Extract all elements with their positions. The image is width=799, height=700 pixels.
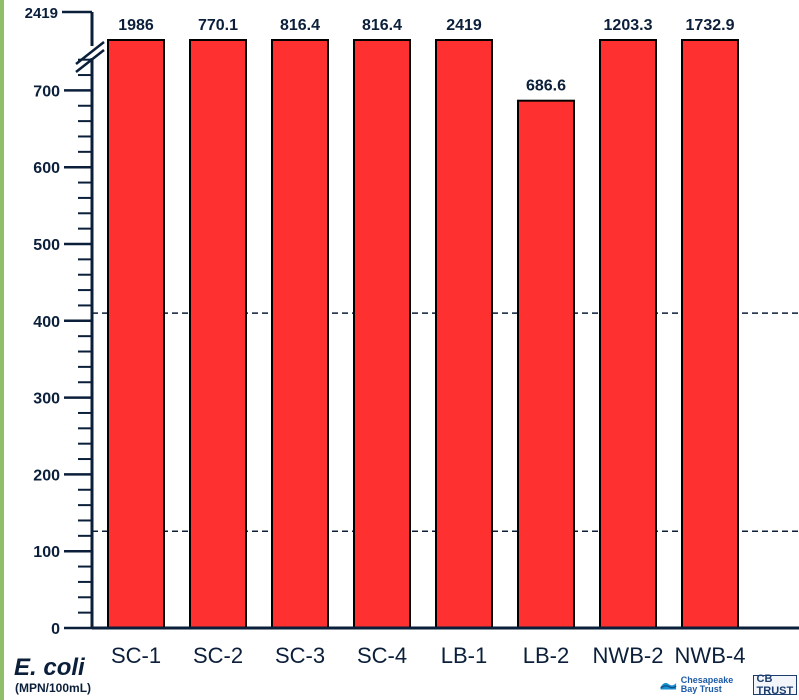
bar-LB-2 [517, 99, 575, 629]
x-tick-label-SC-1: SC-1 [111, 643, 161, 668]
bar-SC-4 [353, 39, 411, 629]
y-tick-label-600: 600 [33, 160, 60, 177]
y-axis-unit: (MPN/100mL) [15, 681, 92, 695]
y-tick-label-700: 700 [33, 83, 60, 100]
y-tick-label-500: 500 [33, 237, 60, 254]
x-tick-label-SC-3: SC-3 [275, 643, 325, 668]
y-tick-label-break: 2419 [25, 5, 58, 22]
x-tick-label-LB-1: LB-1 [441, 643, 487, 668]
y-tick-label-0: 0 [51, 621, 60, 638]
y-tick-label-400: 400 [33, 314, 60, 331]
bar-SC-3 [271, 39, 329, 629]
x-tick-label-SC-2: SC-2 [193, 643, 243, 668]
bars [107, 39, 739, 629]
data-labels: 1986 770.1 816.4 816.4 2419 686.6 1203.3 1732.9 [118, 17, 734, 95]
cb-trust-plate-logo: CB TRUST [752, 673, 798, 697]
x-axis-categories: SC-1 SC-2 SC-3 SC-4 LB-1 LB-2 NWB-2 NWB-4 [111, 643, 746, 668]
data-label-NWB-2: 1203.3 [604, 17, 653, 34]
left-border [0, 0, 4, 700]
y-tick-label-100: 100 [33, 544, 60, 561]
y-axis: 2419 0 100 200 300 400 500 600 700 [25, 5, 799, 638]
wave-icon [660, 682, 677, 690]
y-axis-title: E. coli [14, 654, 85, 681]
y-axis-label: E. coli (MPN/100mL) [14, 654, 92, 696]
x-tick-label-SC-4: SC-4 [357, 643, 407, 668]
x-tick-label-LB-2: LB-2 [523, 643, 569, 668]
sponsor-logos: Chesapeake Bay Trust CB TRUST [660, 672, 798, 698]
bar-NWB-2 [599, 39, 657, 629]
data-label-LB-2: 686.6 [526, 78, 566, 95]
data-label-SC-1: 1986 [118, 17, 154, 34]
y-tick-label-200: 200 [33, 467, 60, 484]
chesapeake-bay-trust-logo: Chesapeake Bay Trust [660, 676, 743, 694]
bar-SC-2 [189, 39, 247, 629]
y-tick-label-300: 300 [33, 391, 60, 408]
data-label-SC-2: 770.1 [198, 17, 238, 34]
bar-NWB-4 [681, 39, 739, 629]
chesapeake-logo-text: Chesapeake Bay Trust [680, 675, 734, 694]
data-label-LB-1: 2419 [446, 17, 482, 34]
data-label-SC-3: 816.4 [280, 17, 320, 34]
x-tick-label-NWB-2: NWB-2 [593, 643, 664, 668]
bar-SC-1 [107, 39, 165, 629]
data-label-SC-4: 816.4 [362, 17, 402, 34]
bar-LB-1 [435, 39, 493, 629]
data-label-NWB-4: 1732.9 [686, 17, 735, 34]
x-tick-label-NWB-4: NWB-4 [675, 643, 746, 668]
axis-break-mark-2 [75, 49, 105, 73]
